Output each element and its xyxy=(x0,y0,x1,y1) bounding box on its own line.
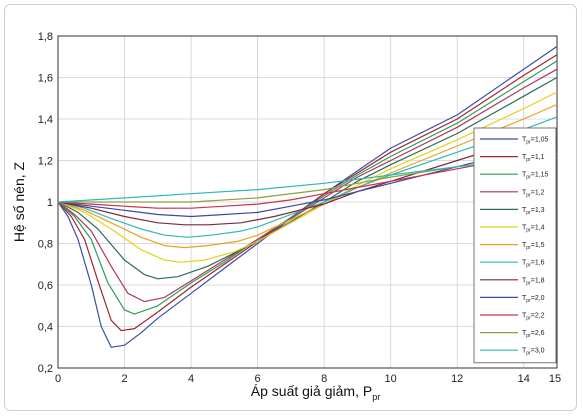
x-tick-label: 14 xyxy=(518,373,530,385)
legend-symbol: T xyxy=(522,295,527,302)
series-line xyxy=(57,116,558,238)
legend-entry-label: Tpr=2,6 xyxy=(522,330,545,339)
legend-symbol: T xyxy=(522,225,527,232)
legend-subscript: pr xyxy=(526,245,531,251)
x-axis-title: Áp suất giả giảm, Ppr xyxy=(251,383,380,402)
legend-symbol: T xyxy=(522,242,527,249)
series-line xyxy=(57,45,558,348)
legend-value: =1,8 xyxy=(531,277,545,284)
series-line xyxy=(57,76,558,280)
y-tick-label: 1,4 xyxy=(38,114,53,126)
legend-subscript: pr xyxy=(526,351,531,357)
y-tick-label: 0,4 xyxy=(38,322,53,334)
x-axis-title-main: Áp suất giả giảm, P xyxy=(251,383,372,399)
legend-entry-label: Tpr=2,2 xyxy=(522,313,545,322)
legend-value: =1,3 xyxy=(531,207,545,214)
legend-subscript: pr xyxy=(526,316,531,322)
y-tick-label: 0,6 xyxy=(38,280,53,292)
series-line xyxy=(57,54,558,332)
legend-box xyxy=(473,127,557,364)
legend: Tpr=1,05Tpr=1,1Tpr=1,15Tpr=1,2Tpr=1,3Tpr… xyxy=(473,127,557,364)
legend-value: =1,2 xyxy=(531,189,545,196)
series-line xyxy=(57,103,558,249)
tick-labels: 0 2 4 6 8 10 12 14 15 0,2 0,4 0,6 0,8 1 1,2 1,4 1,6 1,8 xyxy=(38,31,561,385)
legend-value: =1,05 xyxy=(531,137,549,144)
legend-value: =1,1 xyxy=(531,154,545,161)
legend-value: =1,15 xyxy=(531,172,549,179)
legend-symbol: T xyxy=(522,207,527,214)
series-lines xyxy=(57,45,558,348)
legend-value: =2,0 xyxy=(531,295,545,302)
legend-symbol: T xyxy=(522,154,527,161)
y-tick-label: 0,8 xyxy=(38,239,53,251)
legend-symbol: T xyxy=(522,172,527,179)
legend-entry-label: Tpr=1,5 xyxy=(522,242,545,251)
legend-subscript: pr xyxy=(526,280,531,286)
x-tick-label: 15 xyxy=(549,373,561,385)
y-tick-label: 1,2 xyxy=(38,156,53,168)
legend-entry-label: Tpr=1,2 xyxy=(522,189,545,198)
legend-symbol: T xyxy=(522,330,527,337)
legend-entry-label: Tpr=2,0 xyxy=(522,295,545,304)
legend-entry-label: Tpr=1,15 xyxy=(522,172,549,181)
x-tick-label: 2 xyxy=(121,373,127,385)
legend-entry-label: Tpr=1,3 xyxy=(522,207,545,216)
y-axis-title: Hệ số nén, Z xyxy=(11,161,27,242)
legend-value: =2,6 xyxy=(531,330,545,337)
x-tick-label: 6 xyxy=(255,373,261,385)
x-tick-label: 0 xyxy=(55,373,61,385)
legend-subscript: pr xyxy=(526,228,531,234)
legend-subscript: pr xyxy=(526,175,531,181)
legend-value: =2,2 xyxy=(531,313,545,320)
legend-symbol: T xyxy=(522,313,527,320)
series-line xyxy=(57,91,558,263)
series-line xyxy=(57,149,558,209)
x-tick-label: 4 xyxy=(188,373,194,385)
series-line xyxy=(57,128,558,226)
legend-subscript: pr xyxy=(526,263,531,269)
legend-subscript: pr xyxy=(526,157,531,163)
x-axis-title-sub: pr xyxy=(372,392,380,402)
legend-entry-label: Tpr=1,1 xyxy=(522,154,545,163)
y-tick-label: 1,8 xyxy=(38,31,53,43)
x-tick-label: 12 xyxy=(451,373,463,385)
x-tick-label: 10 xyxy=(385,373,397,385)
series-line xyxy=(57,68,558,303)
legend-entry-label: Tpr=1,4 xyxy=(522,225,545,234)
legend-symbol: T xyxy=(522,189,527,196)
legend-subscript: pr xyxy=(526,333,531,339)
y-tick-label: 1 xyxy=(47,197,53,209)
legend-value: =3,0 xyxy=(531,348,545,355)
series-line xyxy=(57,141,558,218)
legend-entry-label: Tpr=3,0 xyxy=(522,348,545,357)
legend-subscript: pr xyxy=(526,210,531,216)
legend-symbol: T xyxy=(522,277,527,284)
y-tick-label: 0,2 xyxy=(38,363,53,375)
legend-entry-label: Tpr=1,8 xyxy=(522,277,545,286)
legend-entry-label: Tpr=1,05 xyxy=(522,137,549,146)
legend-symbol: T xyxy=(522,348,527,355)
legend-value: =1,4 xyxy=(531,225,545,232)
legend-subscript: pr xyxy=(526,192,531,198)
series-line xyxy=(57,60,558,315)
legend-value: =1,5 xyxy=(531,242,545,249)
legend-symbol: T xyxy=(522,137,527,144)
x-tick-label: 8 xyxy=(321,373,327,385)
legend-subscript: pr xyxy=(526,140,531,146)
y-tick-label: 1,6 xyxy=(38,73,53,85)
legend-value: =1,6 xyxy=(531,260,545,267)
legend-entry-label: Tpr=1,6 xyxy=(522,260,545,269)
legend-symbol: T xyxy=(522,260,527,267)
legend-subscript: pr xyxy=(526,298,531,304)
